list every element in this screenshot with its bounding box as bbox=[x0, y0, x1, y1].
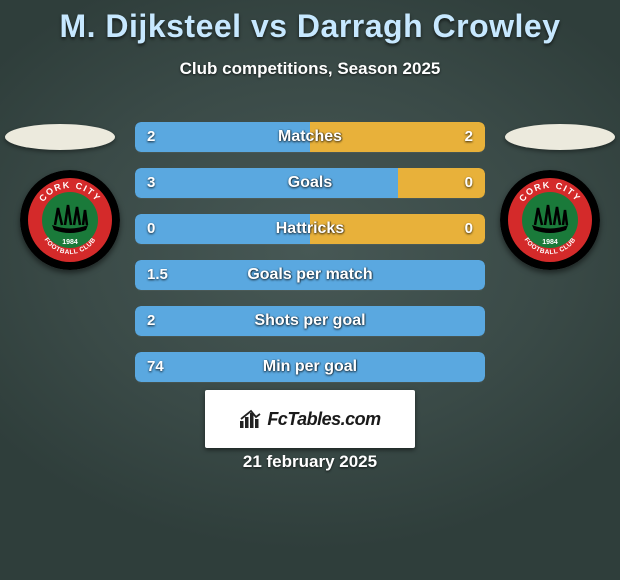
stat-label: Goals bbox=[135, 168, 485, 198]
club-crest-right: CORK CITY FOOTBALL CLUB 1984 bbox=[500, 170, 600, 270]
stat-row: 00Hattricks bbox=[135, 214, 485, 244]
stats-container: 22Matches 30Goals 00Hattricks 1.5Goals per … bbox=[135, 122, 485, 398]
svg-text:1984: 1984 bbox=[542, 239, 558, 246]
stat-label: Hattricks bbox=[135, 214, 485, 244]
comparison-subtitle: Club competitions, Season 2025 bbox=[0, 59, 620, 79]
country-flag-left bbox=[5, 124, 115, 150]
stat-row: 1.5Goals per match bbox=[135, 260, 485, 290]
branding-badge: FcTables.com bbox=[205, 390, 415, 448]
stat-row: 2Shots per goal bbox=[135, 306, 485, 336]
stat-label: Min per goal bbox=[135, 352, 485, 382]
stat-label: Goals per match bbox=[135, 260, 485, 290]
comparison-date: 21 february 2025 bbox=[0, 452, 620, 472]
branding-text: FcTables.com bbox=[267, 409, 380, 430]
stat-label: Matches bbox=[135, 122, 485, 152]
comparison-title: M. Dijksteel vs Darragh Crowley bbox=[0, 0, 620, 45]
stat-row: 30Goals bbox=[135, 168, 485, 198]
stat-row: 22Matches bbox=[135, 122, 485, 152]
stat-label: Shots per goal bbox=[135, 306, 485, 336]
svg-text:1984: 1984 bbox=[62, 239, 78, 246]
club-crest-left: CORK CITY FOOTBALL CLUB 1984 bbox=[20, 170, 120, 270]
country-flag-right bbox=[505, 124, 615, 150]
stat-row: 74Min per goal bbox=[135, 352, 485, 382]
